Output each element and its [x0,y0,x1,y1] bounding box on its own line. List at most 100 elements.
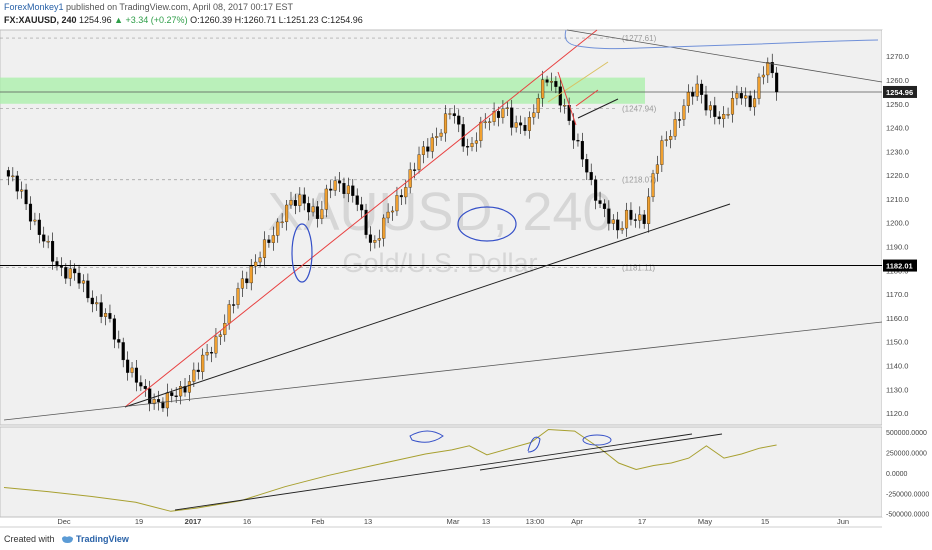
candle-body [152,399,156,405]
candle-body [757,76,761,99]
price-axis [882,30,932,517]
candle-body [373,240,377,243]
candle-body [156,399,161,403]
candle-body [717,116,721,120]
candle-body [196,369,200,372]
candle-body [276,221,280,236]
created-with-text: Created with [4,534,55,544]
candle-body [660,140,664,165]
candle-body [761,74,765,78]
candle-body [240,278,244,289]
candle-body [90,297,94,305]
price-tick-label: 1220.0 [886,171,909,180]
candle-body [51,240,55,262]
time-tick-label: 13 [482,517,490,526]
candle-body [448,113,452,115]
candle-body [232,304,236,306]
candle-body [399,195,403,198]
symbol-label: FX:XAUUSD, 240 [4,15,77,25]
candle-body [430,137,434,152]
obv-peak-marker [409,430,444,443]
candle-body [571,120,576,141]
candle-body [103,313,108,317]
candle-body [576,139,580,142]
candle-body [669,136,673,140]
publish-text: published on TradingView.com, April 08, … [66,2,294,12]
obv-tick-label: -250000.0000 [886,491,929,498]
candle-body [589,172,593,180]
candle-body [254,261,258,267]
candle-body [554,81,558,87]
candle-body [726,114,730,116]
obv-ticks: 500000.0000 250000.0000 0.0000 -250000.0000… [886,430,929,519]
candle-body [404,187,408,198]
candle-body [700,83,704,95]
candle-body [519,122,523,126]
ellipse-mar-low [457,206,517,242]
candle-body [117,339,121,343]
candle-body [417,154,421,170]
level-marker-label: 1182.01 [886,262,913,271]
candle-body [126,359,130,373]
candle-body [298,194,302,206]
time-tick-label: 2017 [185,517,202,526]
candle-body [382,217,386,239]
publish-line: ForexMonkey1 published on TradingView.co… [4,2,293,12]
candle-body [748,95,752,108]
candle-body [218,334,222,337]
price-axis-ticks: 1120.01130.01140.01150.01160.01170.01180… [886,52,909,418]
candle-body [130,367,134,373]
last-price: 1254.96 [79,15,112,25]
price-marker-label: 1254.96 [886,88,913,97]
candle-body [33,219,37,222]
candle-body [730,98,735,115]
obv-trendline-2 [479,433,723,471]
candle-body [664,139,668,141]
candle-body [753,98,757,108]
obv-peak-marker-2 [527,436,541,453]
candle-body [413,169,417,171]
candle-body [183,386,187,393]
price-tick-label: 1170.0 [886,290,908,299]
candle-body [342,183,346,194]
candle-body [209,352,214,354]
obv-peak-marker-3 [582,434,612,446]
candle-body [227,304,231,324]
candle-body [607,208,611,224]
candle-body [629,209,633,220]
candle-body [549,81,554,83]
candle-body [37,219,41,235]
price-marker [883,85,917,98]
candle-body [638,214,642,221]
price-tick-label: 1130.0 [886,385,908,394]
author-link[interactable]: ForexMonkey1 [4,2,64,12]
candle-body [42,234,46,242]
candle-body [55,261,59,267]
candle-body [563,105,567,107]
candle-body [545,79,549,83]
candle-body [602,203,607,209]
candle-body [148,388,152,405]
candle-body [620,227,624,231]
candle-body [532,112,536,118]
wedge-support [577,98,619,119]
candle-body [479,121,483,141]
candle-body [421,146,425,155]
candle-body [377,238,381,241]
candle-body [695,83,699,97]
candle-body [346,185,350,194]
time-tick-label: Jun [837,517,849,526]
candle-body [307,203,311,213]
candle-body [174,395,178,397]
red-trendline [124,29,598,408]
tradingview-brand[interactable]: TradingView [76,534,129,544]
candle-body [324,188,328,210]
candle-body [337,180,342,184]
candle-body [395,195,399,212]
candle-body [488,121,492,123]
candle-body [11,175,15,178]
price-tick-label: 1200.0 [886,219,909,228]
candle-body [351,185,355,196]
candle-body [443,113,448,134]
